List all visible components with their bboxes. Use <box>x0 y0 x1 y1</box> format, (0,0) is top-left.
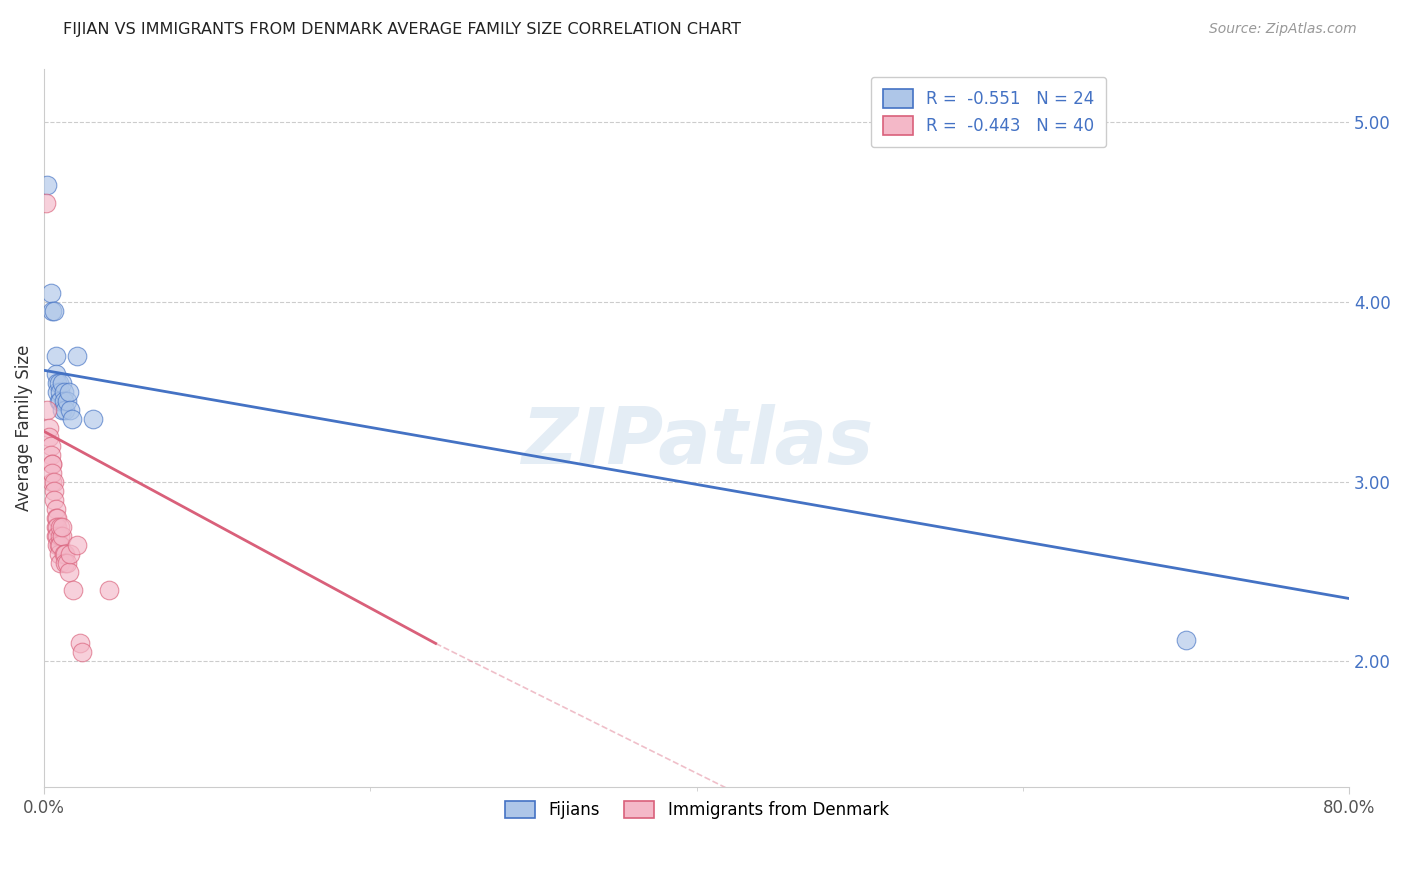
Point <box>46 528 69 542</box>
Point <box>49 519 72 533</box>
Point <box>66 349 89 363</box>
Point <box>42 304 65 318</box>
Point <box>49 384 72 399</box>
Point <box>53 556 76 570</box>
Point <box>41 304 63 318</box>
Point <box>82 412 104 426</box>
Point <box>1175 632 1198 647</box>
Point <box>39 439 62 453</box>
Point <box>46 510 69 524</box>
Point <box>56 556 79 570</box>
Text: Source: ZipAtlas.com: Source: ZipAtlas.com <box>1209 22 1357 37</box>
Point <box>70 645 93 659</box>
Point <box>44 349 66 363</box>
Point <box>39 286 62 301</box>
Point <box>46 384 69 399</box>
Point <box>58 384 80 399</box>
Point <box>49 556 72 570</box>
Point <box>39 448 62 462</box>
Point <box>60 412 83 426</box>
Point <box>66 538 89 552</box>
Point <box>51 376 73 390</box>
Point <box>48 376 70 390</box>
Point <box>51 528 73 542</box>
Point <box>53 547 76 561</box>
Point <box>51 519 73 533</box>
Point <box>38 430 60 444</box>
Point <box>44 510 66 524</box>
Point <box>41 475 63 489</box>
Point <box>46 376 69 390</box>
Text: FIJIAN VS IMMIGRANTS FROM DENMARK AVERAGE FAMILY SIZE CORRELATION CHART: FIJIAN VS IMMIGRANTS FROM DENMARK AVERAG… <box>63 22 741 37</box>
Point <box>48 393 70 408</box>
Point <box>59 403 82 417</box>
Point <box>52 393 75 408</box>
Point <box>53 403 76 417</box>
Point <box>46 519 69 533</box>
Point <box>35 196 58 211</box>
Point <box>44 501 66 516</box>
Point <box>41 457 63 471</box>
Point <box>42 492 65 507</box>
Point <box>49 538 72 552</box>
Point <box>58 565 80 579</box>
Point <box>42 475 65 489</box>
Point <box>41 457 63 471</box>
Point <box>52 384 75 399</box>
Point <box>51 403 73 417</box>
Point <box>44 367 66 381</box>
Point <box>48 538 70 552</box>
Point <box>49 393 72 408</box>
Point <box>44 519 66 533</box>
Point <box>62 582 84 597</box>
Point <box>69 636 91 650</box>
Point <box>42 483 65 498</box>
Y-axis label: Average Family Size: Average Family Size <box>15 344 32 511</box>
Point <box>48 547 70 561</box>
Point <box>59 547 82 561</box>
Point <box>98 582 121 597</box>
Point <box>41 466 63 480</box>
Point <box>56 393 79 408</box>
Point <box>44 528 66 542</box>
Legend: Fijians, Immigrants from Denmark: Fijians, Immigrants from Denmark <box>498 794 896 826</box>
Point <box>49 528 72 542</box>
Point <box>38 421 60 435</box>
Point <box>52 547 75 561</box>
Point <box>37 178 59 193</box>
Text: ZIPatlas: ZIPatlas <box>520 404 873 480</box>
Point <box>46 538 69 552</box>
Point <box>37 403 59 417</box>
